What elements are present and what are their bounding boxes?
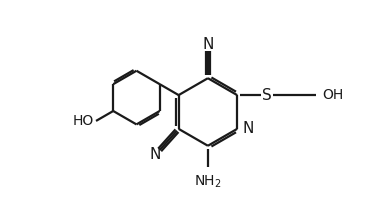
Text: N: N [202, 37, 214, 52]
Text: N: N [150, 147, 161, 162]
Text: N: N [243, 121, 254, 136]
Text: S: S [262, 88, 272, 103]
Text: HO: HO [73, 114, 94, 128]
Text: NH$_2$: NH$_2$ [194, 174, 222, 190]
Text: OH: OH [322, 88, 343, 102]
